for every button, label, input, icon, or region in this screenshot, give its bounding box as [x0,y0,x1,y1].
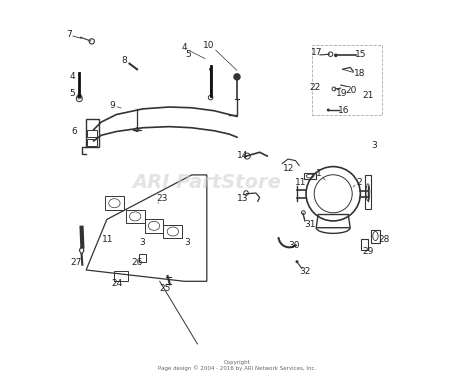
Circle shape [295,260,299,263]
Text: 30: 30 [288,241,300,250]
Circle shape [327,109,330,112]
Text: 31: 31 [304,220,316,229]
Text: 29: 29 [363,247,374,256]
Text: 15: 15 [355,50,366,59]
Text: 19: 19 [336,89,347,98]
Text: 13: 13 [237,194,248,203]
Text: 23: 23 [156,194,167,203]
Text: 11: 11 [295,178,306,187]
Text: 5: 5 [69,89,75,98]
Text: 16: 16 [337,106,349,114]
Text: 21: 21 [363,91,374,100]
Text: 11: 11 [102,235,114,244]
Text: 5: 5 [185,50,191,59]
Circle shape [335,54,337,57]
Text: 25: 25 [159,283,170,293]
Text: 26: 26 [131,258,143,267]
Text: 4: 4 [182,43,187,52]
Text: 20: 20 [345,86,356,95]
Circle shape [234,74,240,80]
Text: 6: 6 [71,127,77,136]
Text: 1: 1 [316,168,322,177]
Text: 18: 18 [354,68,365,78]
Text: 9: 9 [109,101,115,109]
Text: 22: 22 [310,83,321,92]
Text: 14: 14 [237,151,249,160]
Text: ARI PartStore: ARI PartStore [132,173,281,192]
Text: 3: 3 [184,238,190,247]
Text: Copyright
Page design © 2004 - 2016 by ARI Network Services, Inc.: Copyright Page design © 2004 - 2016 by A… [158,359,316,371]
Circle shape [209,68,212,71]
Text: 27: 27 [70,258,82,267]
Text: 32: 32 [299,267,310,276]
Text: 28: 28 [378,234,390,244]
Text: 4: 4 [69,72,75,81]
Text: 8: 8 [122,56,128,65]
Text: 3: 3 [139,238,145,247]
Text: 24: 24 [111,279,123,288]
Text: 17: 17 [310,48,322,57]
Circle shape [77,94,82,99]
Text: 3: 3 [371,141,377,150]
Text: 10: 10 [203,41,214,51]
Text: 7: 7 [66,30,72,39]
Text: 12: 12 [283,164,295,173]
Text: 2: 2 [357,178,363,187]
